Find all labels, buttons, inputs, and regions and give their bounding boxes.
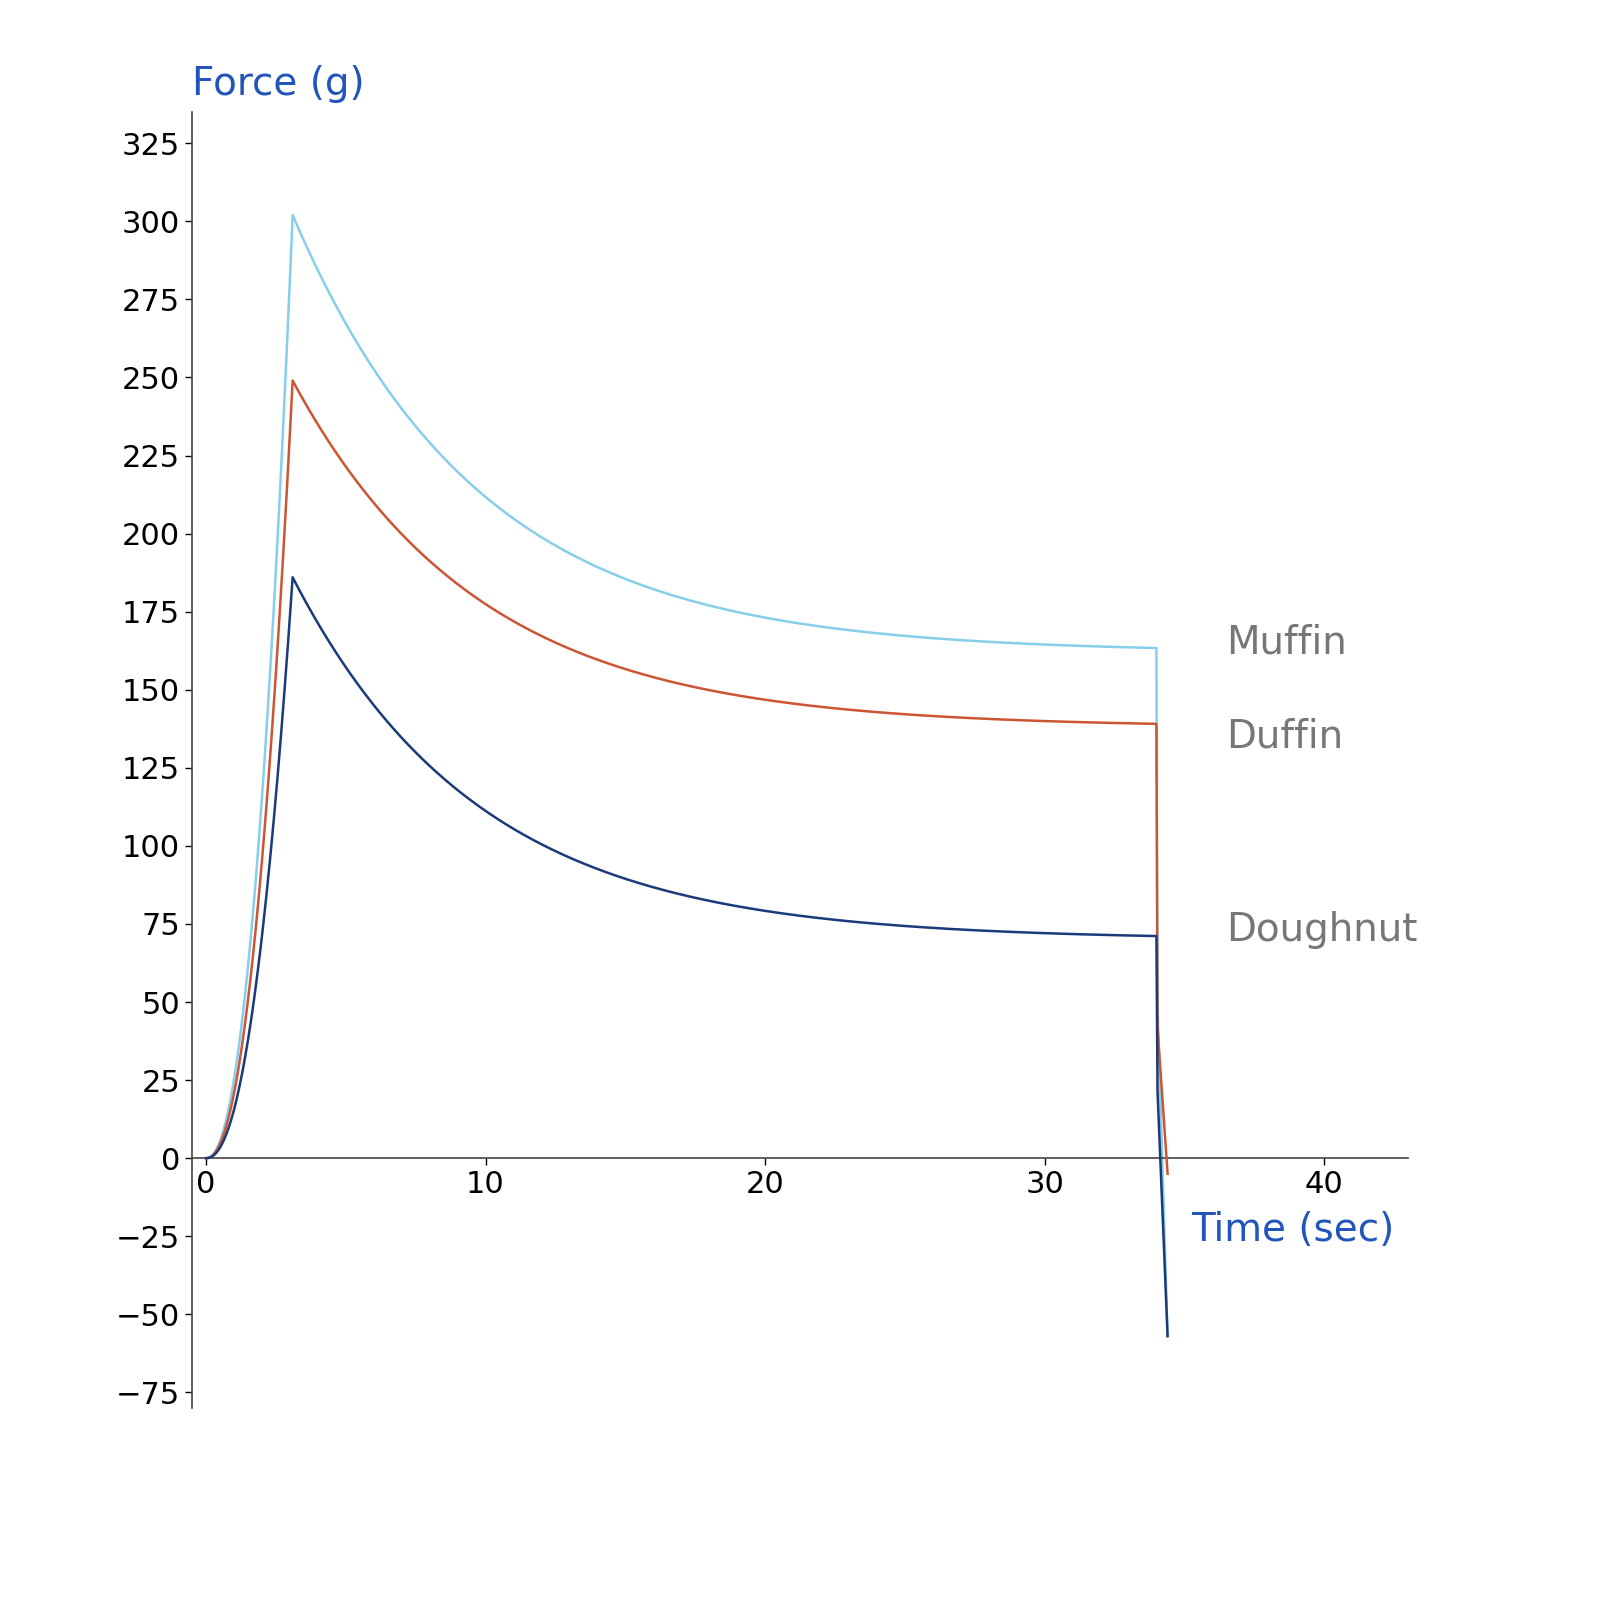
- Text: Force (g): Force (g): [192, 64, 365, 102]
- Text: Doughnut: Doughnut: [1226, 910, 1418, 949]
- Text: Duffin: Duffin: [1226, 717, 1344, 755]
- Text: Muffin: Muffin: [1226, 624, 1347, 662]
- Text: Time (sec): Time (sec): [1190, 1211, 1394, 1250]
